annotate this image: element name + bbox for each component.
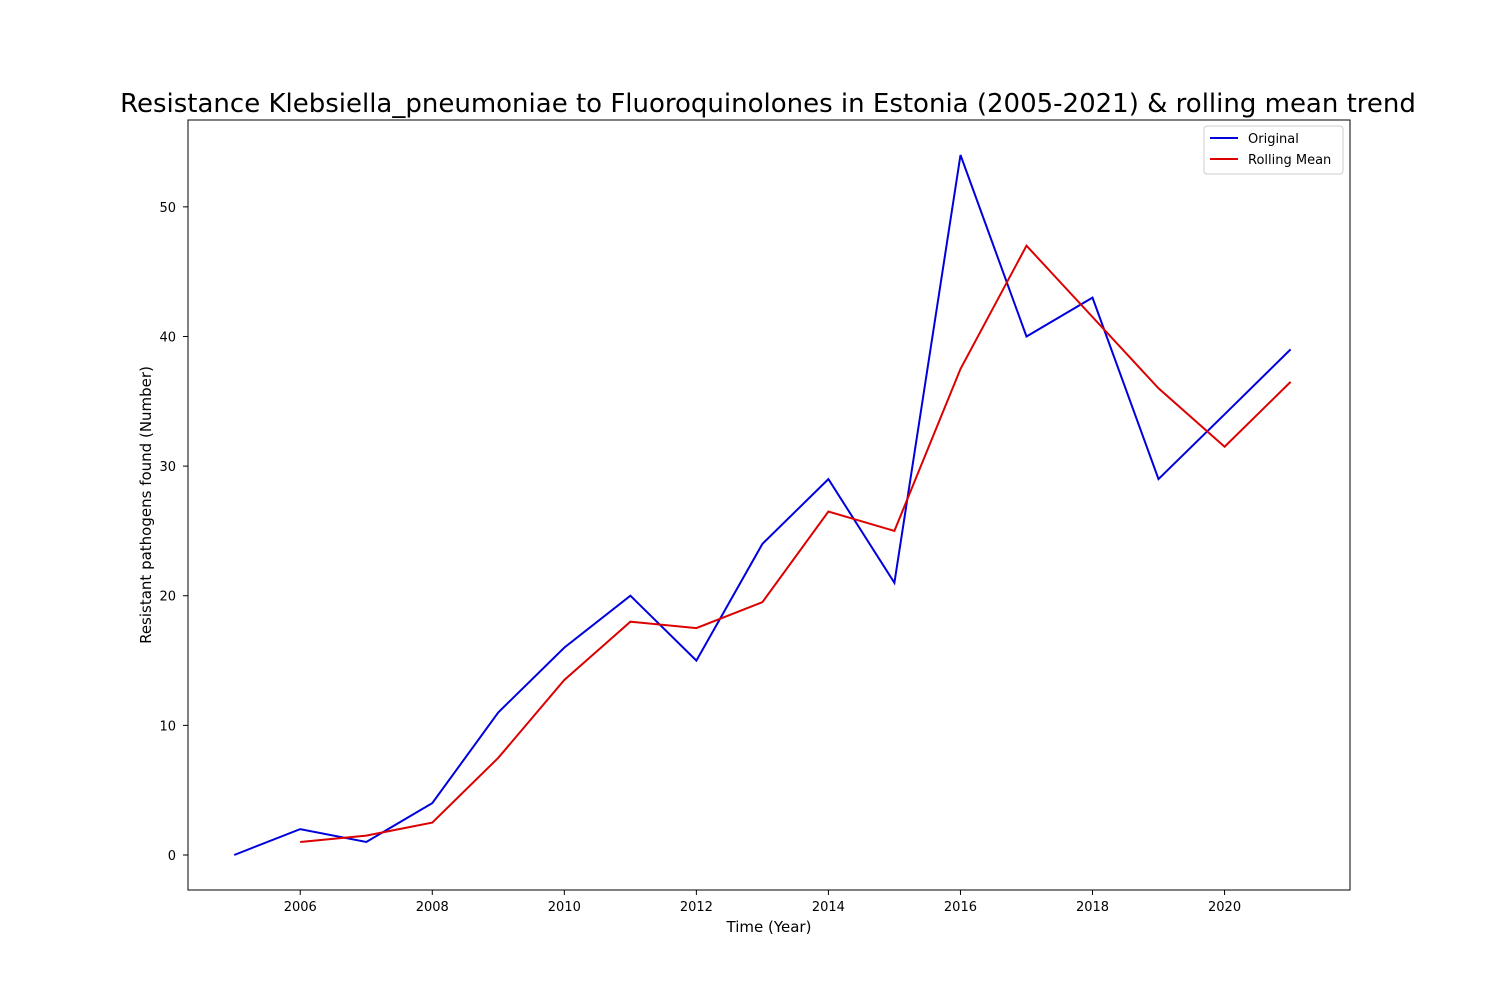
y-tick-label-50: 50 bbox=[159, 201, 176, 216]
plot-area bbox=[187, 119, 1351, 891]
legend-box bbox=[1203, 125, 1344, 175]
series-layer bbox=[233, 154, 1292, 856]
x-tick-label-2012: 2012 bbox=[680, 900, 713, 915]
x-tick-label-2014: 2014 bbox=[812, 900, 845, 915]
y-axis: 0 10 20 30 40 50 bbox=[159, 201, 188, 864]
y-tick-label-40: 40 bbox=[159, 330, 176, 345]
y-tick-label-0: 0 bbox=[168, 849, 176, 864]
legend-label-original: Original bbox=[1248, 132, 1299, 147]
legend: Original Rolling Mean bbox=[1203, 125, 1344, 175]
x-tick-label-2018: 2018 bbox=[1076, 900, 1109, 915]
x-axis: 2006 2008 2010 2012 2014 2016 2018 2020 bbox=[284, 890, 1241, 915]
x-axis-label: Time (Year) bbox=[726, 918, 812, 936]
series-line-original bbox=[233, 154, 1292, 856]
y-axis-label: Resistant pathogens found (Number) bbox=[137, 366, 155, 644]
x-tick-label-2020: 2020 bbox=[1208, 900, 1241, 915]
x-tick-label-2008: 2008 bbox=[416, 900, 449, 915]
x-tick-label-2016: 2016 bbox=[944, 900, 977, 915]
x-tick-label-2010: 2010 bbox=[548, 900, 581, 915]
y-tick-label-30: 30 bbox=[159, 460, 176, 475]
chart-title: Resistance Klebsiella_pneumoniae to Fluo… bbox=[120, 89, 1416, 119]
y-tick-label-20: 20 bbox=[159, 590, 176, 605]
y-tick-label-10: 10 bbox=[159, 719, 176, 734]
series-line-rolling-mean bbox=[300, 243, 1292, 843]
x-tick-label-2006: 2006 bbox=[284, 900, 317, 915]
legend-label-rolling-mean: Rolling Mean bbox=[1248, 153, 1331, 168]
